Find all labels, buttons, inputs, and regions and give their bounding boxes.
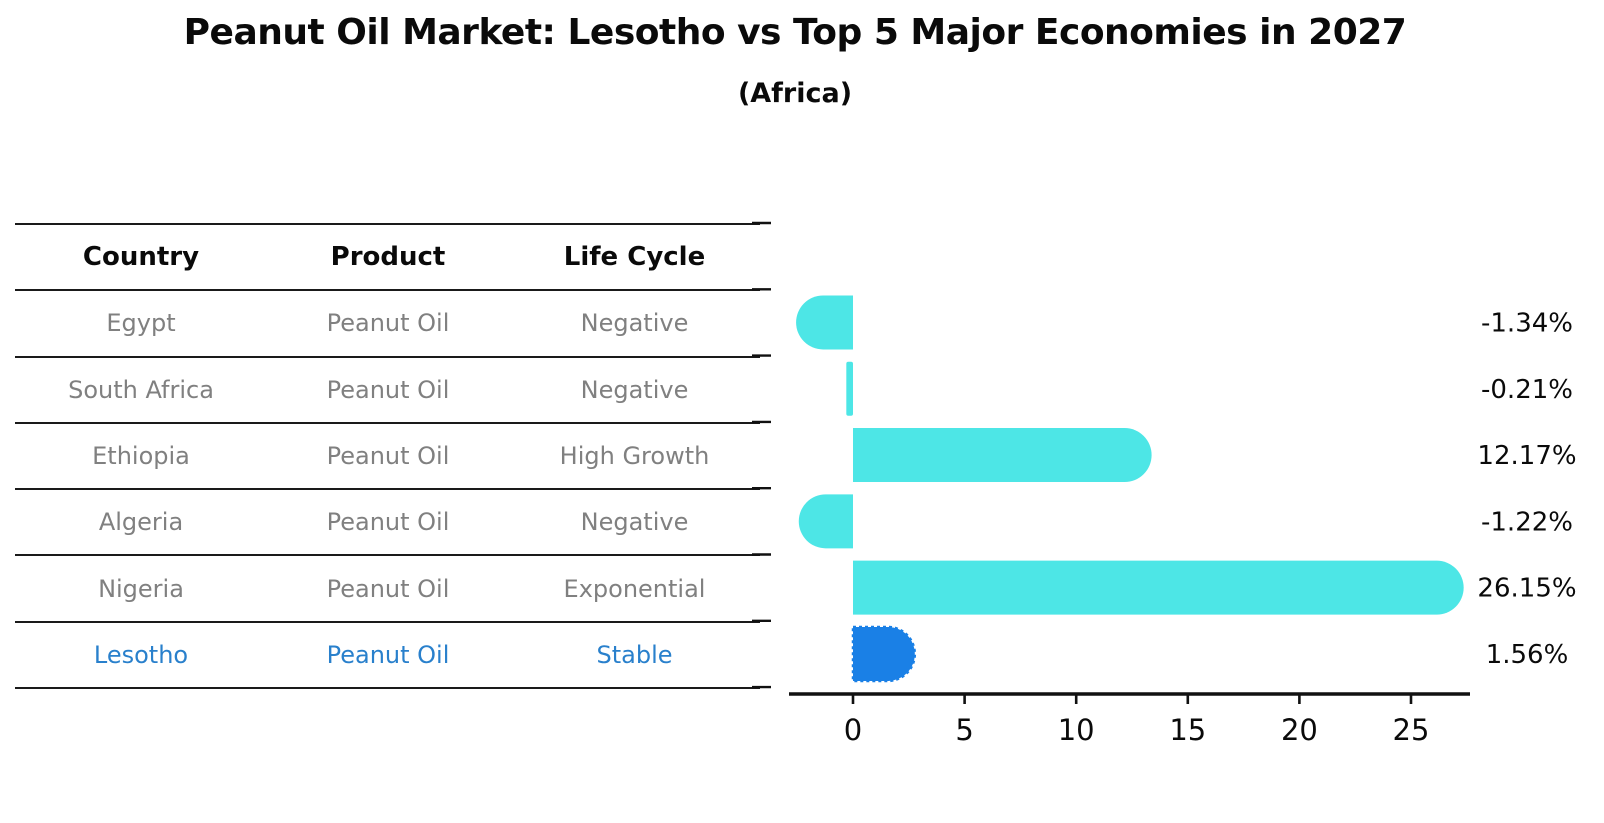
bar-lesotho xyxy=(851,625,917,683)
cell-product: Peanut Oil xyxy=(326,508,450,537)
table-body: Egypt Peanut Oil Negative South Africa Peanu… xyxy=(15,291,760,690)
cell-country: Egypt xyxy=(106,309,176,338)
cell-life-cycle: Negative xyxy=(580,508,689,537)
x-axis-tick-label: 10 xyxy=(1058,713,1095,747)
bar-egypt xyxy=(796,295,853,350)
table-row: Ethiopia Peanut Oil High Growth xyxy=(15,424,760,491)
bar-south-africa xyxy=(846,361,853,416)
cell-product: Peanut Oil xyxy=(326,375,450,404)
cell-product: Peanut Oil xyxy=(326,640,450,669)
page-title: Peanut Oil Market: Lesotho vs Top 5 Majo… xyxy=(183,12,1407,53)
table-header-row: Country Product Life Cycle xyxy=(15,225,760,292)
table-row: Egypt Peanut Oil Negative xyxy=(15,291,760,358)
cell-country: South Africa xyxy=(68,375,214,404)
header-cell-product: Product xyxy=(330,242,446,273)
value-label: -1.34% xyxy=(1481,308,1573,338)
value-label: 1.56% xyxy=(1486,640,1569,670)
cell-life-cycle: Negative xyxy=(580,375,689,404)
x-axis-tick-label: 5 xyxy=(955,713,973,747)
cell-product: Peanut Oil xyxy=(326,309,450,338)
table-row: Algeria Peanut Oil Negative xyxy=(15,490,760,557)
cell-product: Peanut Oil xyxy=(326,442,450,471)
cell-country: Ethiopia xyxy=(92,442,190,471)
bar-nigeria xyxy=(853,560,1464,615)
value-label: 26.15% xyxy=(1477,574,1576,604)
table-row: Lesotho Peanut Oil Stable xyxy=(15,623,760,690)
x-axis-tick-label: 20 xyxy=(1281,713,1318,747)
header-cell-country: Country xyxy=(82,242,200,273)
cell-life-cycle: Negative xyxy=(580,309,689,338)
cell-country: Algeria xyxy=(98,508,184,537)
header-cell-life-cycle: Life Cycle xyxy=(563,242,706,273)
x-axis-tick-label: 25 xyxy=(1393,713,1430,747)
bar-ethiopia xyxy=(853,428,1152,483)
page-subtitle: (Africa) xyxy=(737,78,853,109)
x-axis-tick-label: 0 xyxy=(844,713,862,747)
table-row: South Africa Peanut Oil Negative xyxy=(15,358,760,424)
data-table: Country Product Life Cycle Egypt Peanut O… xyxy=(15,223,760,690)
cell-life-cycle: Exponential xyxy=(563,574,706,603)
bar-algeria xyxy=(798,494,853,549)
x-axis-tick-label: 15 xyxy=(1169,713,1206,747)
value-label: -0.21% xyxy=(1481,375,1573,405)
cell-country: Nigeria xyxy=(98,574,184,603)
cell-product: Peanut Oil xyxy=(326,574,450,603)
cell-life-cycle: High Growth xyxy=(559,442,710,471)
table-row: Nigeria Peanut Oil Exponential xyxy=(15,556,760,623)
cell-country: Lesotho xyxy=(93,640,189,669)
value-label: -1.22% xyxy=(1481,507,1573,537)
value-label: 12.17% xyxy=(1477,441,1576,471)
cell-life-cycle: Stable xyxy=(596,640,673,669)
